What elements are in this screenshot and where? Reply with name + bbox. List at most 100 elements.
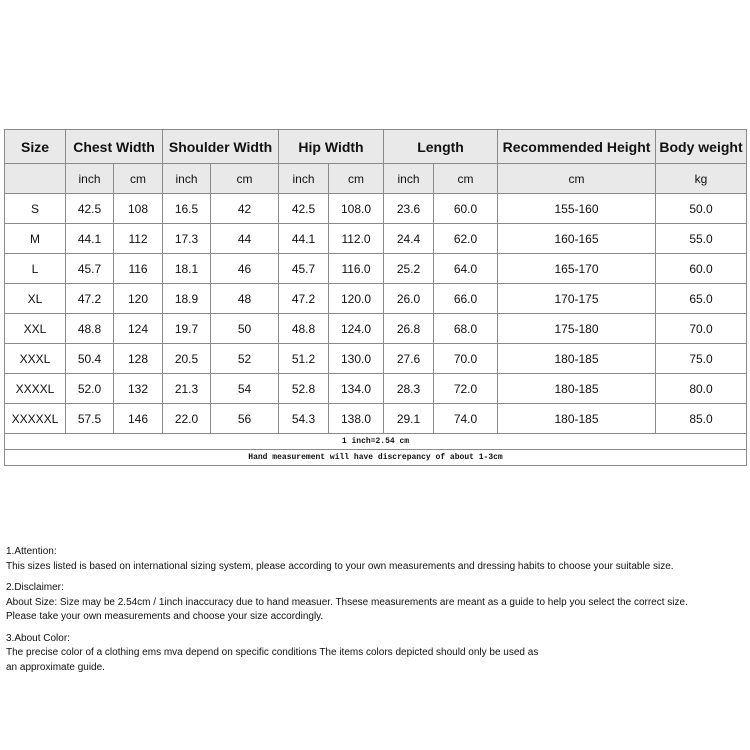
value-cell: 16.5 [162, 193, 212, 224]
table-row: L 45.7 116 18.1 46 45.7 116.0 25.2 64.0 165-170 60… [4, 253, 748, 284]
value-cell: 17.3 [162, 223, 212, 254]
value-cell: 68.0 [433, 313, 499, 344]
value-cell: 108.0 [328, 193, 385, 224]
value-cell: 23.6 [383, 193, 435, 224]
value-cell: 72.0 [433, 373, 499, 404]
value-cell: 46 [210, 253, 280, 284]
header-size: Size [4, 129, 66, 164]
value-cell: 18.9 [162, 283, 212, 314]
header-row: Size Chest Width Shoulder Width Hip Widt… [4, 129, 748, 164]
value-cell: 27.6 [383, 343, 435, 374]
value-cell: 48.8 [65, 313, 114, 344]
conversion-note-row: 1 inch=2.54 cm [3, 433, 748, 450]
attention-text: This sizes listed is based on internatio… [6, 560, 674, 572]
value-cell: 120 [112, 283, 164, 314]
unit-cell: inch [278, 163, 330, 194]
color-line: The precise color of a clothing ems mva … [6, 647, 539, 658]
value-cell: 124 [112, 313, 164, 344]
header-body-weight: Body weight [655, 129, 748, 164]
value-cell: 51.2 [278, 343, 330, 374]
value-cell: 160-165 [497, 223, 657, 254]
disclaimer-line: Please take your own measurements and ch… [6, 611, 324, 622]
value-cell: 26.0 [383, 283, 435, 314]
value-cell: 47.2 [278, 283, 330, 314]
value-cell: 20.5 [162, 343, 212, 374]
value-cell: 60.0 [655, 253, 748, 284]
value-cell: 44 [210, 223, 280, 254]
color-line: an approximate guide. [6, 661, 105, 673]
value-cell: 66.0 [433, 283, 499, 314]
value-cell: 42.5 [65, 193, 114, 224]
value-cell: 112.0 [328, 223, 385, 254]
value-cell: 132 [112, 373, 164, 404]
value-cell: 120.0 [328, 283, 385, 314]
disclaimer-line: About Size: Size may be 2.54cm / 1inch i… [6, 596, 688, 608]
header-chest-width: Chest Width [64, 129, 164, 164]
value-cell: 62.0 [433, 223, 499, 254]
attention-title: 1.Attention: [6, 546, 57, 557]
value-cell: 175-180 [497, 313, 657, 344]
disclaimer-title: 2.Disclaimer: [6, 582, 64, 593]
size-chart-table: Size Chest Width Shoulder Width Hip Widt… [3, 129, 748, 466]
size-cell: XXXL [4, 343, 66, 374]
color-title: 3.About Color: [6, 632, 70, 644]
header-length: Length [383, 129, 499, 164]
table-row: XXXXL 52.0 132 21.3 54 52.8 134.0 28.3 72.0 180-1… [4, 373, 748, 404]
conversion-note: 1 inch=2.54 cm [3, 433, 748, 450]
unit-row: inch cm inch cm inch cm inch cm cm kg [4, 163, 748, 194]
value-cell: 19.7 [162, 313, 212, 344]
notes-section: 1.Attention: This sizes listed is based … [6, 545, 688, 682]
value-cell: 108 [112, 193, 164, 224]
value-cell: 42.5 [278, 193, 330, 224]
unit-empty [4, 163, 66, 194]
table-row: XL 47.2 120 18.9 48 47.2 120.0 26.0 66.0 170-175 6… [4, 283, 748, 314]
size-cell: L [4, 253, 66, 284]
unit-cell: cm [328, 163, 385, 194]
discrepancy-note-row: Hand measurement will have discrepancy o… [3, 449, 748, 466]
value-cell: 50 [210, 313, 280, 344]
value-cell: 26.8 [383, 313, 435, 344]
value-cell: 48.8 [278, 313, 330, 344]
value-cell: 18.1 [162, 253, 212, 284]
table-row: XXXL 50.4 128 20.5 52 51.2 130.0 27.6 70.0 180-18… [4, 343, 748, 374]
value-cell: 29.1 [383, 403, 435, 434]
value-cell: 180-185 [497, 343, 657, 374]
value-cell: 44.1 [65, 223, 114, 254]
value-cell: 180-185 [497, 403, 657, 434]
header-recommended-height: Recommended Height [497, 129, 657, 164]
value-cell: 48 [210, 283, 280, 314]
value-cell: 52 [210, 343, 280, 374]
value-cell: 70.0 [655, 313, 748, 344]
header-shoulder-width: Shoulder Width [162, 129, 280, 164]
table-row: XXL 48.8 124 19.7 50 48.8 124.0 26.8 68.0 175-180… [4, 313, 748, 344]
size-cell: XL [4, 283, 66, 314]
value-cell: 45.7 [65, 253, 114, 284]
value-cell: 22.0 [162, 403, 212, 434]
size-cell: XXXXL [4, 373, 66, 404]
value-cell: 170-175 [497, 283, 657, 314]
value-cell: 21.3 [162, 373, 212, 404]
size-cell: M [4, 223, 66, 254]
value-cell: 138.0 [328, 403, 385, 434]
discrepancy-note: Hand measurement will have discrepancy o… [3, 449, 748, 466]
unit-cell: inch [383, 163, 435, 194]
table-row: S 42.5 108 16.5 42 42.5 108.0 23.6 60.0 155-160 50… [4, 193, 748, 224]
value-cell: 64.0 [433, 253, 499, 284]
value-cell: 70.0 [433, 343, 499, 374]
value-cell: 54 [210, 373, 280, 404]
value-cell: 180-185 [497, 373, 657, 404]
value-cell: 165-170 [497, 253, 657, 284]
value-cell: 44.1 [278, 223, 330, 254]
unit-cell: cm [433, 163, 499, 194]
value-cell: 85.0 [655, 403, 748, 434]
unit-cell: cm [210, 163, 280, 194]
size-cell: S [4, 193, 66, 224]
unit-cell: inch [162, 163, 212, 194]
value-cell: 155-160 [497, 193, 657, 224]
table-row: M 44.1 112 17.3 44 44.1 112.0 24.4 62.0 160-165 55… [4, 223, 748, 254]
value-cell: 25.2 [383, 253, 435, 284]
value-cell: 52.8 [278, 373, 330, 404]
value-cell: 134.0 [328, 373, 385, 404]
table-row: XXXXXL 57.5 146 22.0 56 54.3 138.0 29.1 74.0 180-… [4, 403, 748, 434]
value-cell: 75.0 [655, 343, 748, 374]
